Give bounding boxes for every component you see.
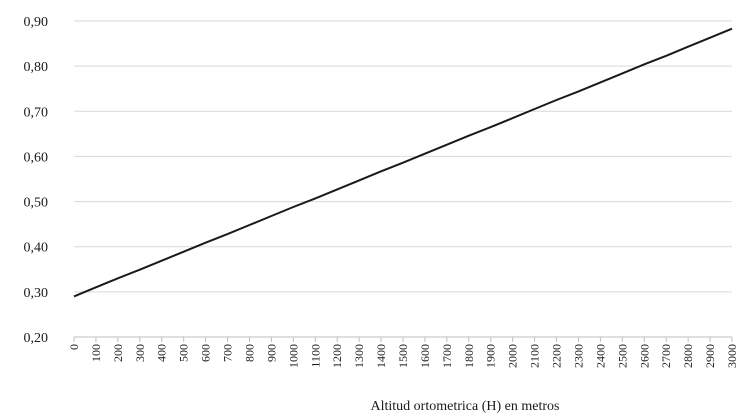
x-tick-label: 2800 (681, 344, 695, 368)
series-line (73, 27, 733, 298)
series-layer (73, 27, 733, 298)
x-tick-label: 2000 (506, 344, 520, 368)
x-tick-label: 1900 (484, 344, 498, 368)
x-tick-label: 1100 (308, 344, 322, 368)
x-axis: 0 100 200 300 400 500 600 700 800 900 1000 1100 1200… (67, 336, 739, 368)
x-tick-label: 3000 (725, 344, 739, 368)
y-axis-tick-labels: 0,20 0,30 0,40 0,50 0,60 0,70 0,80 0,90 (24, 15, 49, 346)
y-tick-label: 0,90 (24, 15, 49, 30)
gridlines (74, 20, 732, 293)
x-tick-label: 0 (67, 344, 81, 350)
x-tick-label: 900 (264, 344, 278, 362)
x-tick-label: 1300 (352, 344, 366, 368)
x-tick-label: 1200 (330, 344, 344, 368)
x-tick-label: 1700 (440, 344, 454, 368)
x-tick-label: 2900 (703, 344, 717, 368)
y-tick-label: 0,80 (24, 60, 49, 75)
x-tick-label: 1000 (286, 344, 300, 368)
x-tick-label: 300 (133, 344, 147, 362)
y-tick-label: 0,70 (24, 105, 49, 120)
x-tick-label: 2700 (659, 344, 673, 368)
x-tick-label: 2100 (528, 344, 542, 368)
x-tick-label: 2600 (637, 344, 651, 368)
y-tick-label: 0,50 (24, 196, 49, 211)
x-tick-label: 2200 (550, 344, 564, 368)
x-tick-label: 1400 (374, 344, 388, 368)
y-tick-label: 0,20 (24, 331, 49, 346)
x-tick-label: 200 (111, 344, 125, 362)
x-tick-label: 2300 (571, 344, 585, 368)
x-tick-label: 600 (199, 344, 213, 362)
x-tick-label: 500 (177, 344, 191, 362)
x-tick-label: 1500 (396, 344, 410, 368)
x-tick-label: 2400 (593, 344, 607, 368)
y-tick-label: 0,40 (24, 241, 49, 256)
x-tick-label: 1800 (462, 344, 476, 368)
x-tick-label: 800 (242, 344, 256, 362)
y-tick-label: 0,60 (24, 150, 49, 165)
x-tick-label: 400 (155, 344, 169, 362)
x-tick-label: 2500 (615, 344, 629, 368)
y-tick-label: 0,30 (24, 286, 49, 301)
x-tick-label: 100 (89, 344, 103, 362)
x-tick-label: 700 (221, 344, 235, 362)
x-axis-title: Altitud ortometrica (H) en metros (371, 399, 560, 414)
x-tick-label: 1600 (418, 344, 432, 368)
